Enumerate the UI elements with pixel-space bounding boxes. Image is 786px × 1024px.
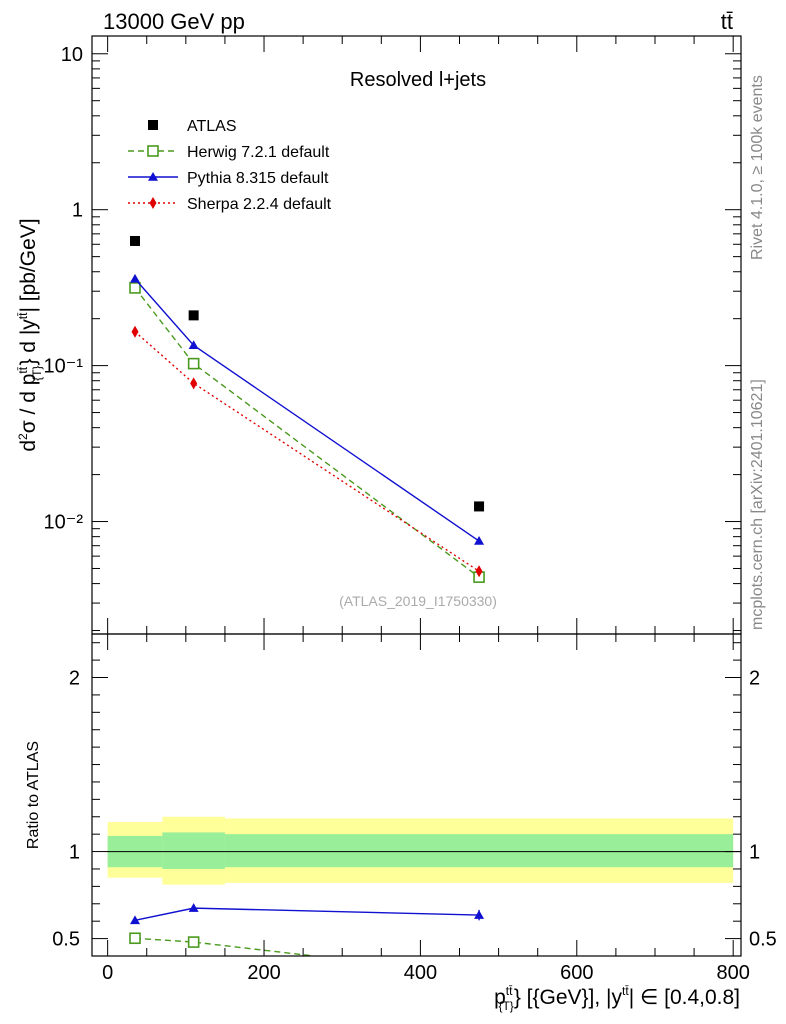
legend-label-pythia-8-315-default: Pythia 8.315 default (187, 170, 329, 187)
main-panel-title: Resolved l+jets (350, 69, 486, 91)
main-line-herwig-7-2-1-default (134, 287, 480, 578)
x-tick-label: 200 (247, 962, 280, 984)
main-y-tick-label: 10 (61, 44, 83, 66)
ratio-point-pythia-8-315-default (130, 915, 141, 925)
ratio-y-tick-label-left: 1 (69, 842, 80, 864)
ratio-series-group (129, 903, 485, 956)
main-series-atlas (130, 235, 485, 512)
main-point-sherpa-2-2-4-default (475, 565, 483, 578)
process-label: 13000 GeV pp (103, 9, 245, 34)
main-series-pythia-8-315-default (130, 273, 485, 545)
main-point-pythia-8-315-default (130, 273, 141, 283)
ratio-y-axis-label: Ratio to ATLAS (25, 741, 42, 849)
main-panel: 10 1 10⁻¹ 10⁻² Resolved l+jets (ATLAS_2019_… (16, 35, 742, 635)
main-line-sherpa-2-2-4-default (134, 331, 480, 572)
legend-marker-atlas (148, 120, 158, 130)
ratio-panel-frame (91, 633, 742, 957)
stat-uncertainty-band (224, 834, 734, 868)
ratio-line-pythia-8-315-default (134, 907, 480, 922)
legend-label-sherpa-2-2-4-default: Sherpa 2.2.4 default (187, 196, 332, 213)
legend-entry-herwig-7-2-1-default: Herwig 7.2.1 default (128, 144, 330, 161)
rivet-version-label: Rivet 4.1.0, ≥ 100k events (749, 75, 766, 260)
ratio-y-tick-label-left: 2 (69, 668, 80, 690)
legend-marker-pythia-8-315-default (148, 172, 158, 181)
x-tick-label: 800 (716, 962, 749, 984)
main-point-pythia-8-315-default (474, 536, 485, 545)
x-tick-label: 0 (102, 962, 113, 984)
mcplots-label: mcplots.cern.ch [arXiv:2401.10621] (749, 379, 766, 630)
ratio-series-pythia-8-315-default (130, 903, 485, 925)
legend-entry-sherpa-2-2-4-default: Sherpa 2.2.4 default (128, 196, 332, 213)
main-point-sherpa-2-2-4-default (190, 377, 198, 390)
main-series-herwig-7-2-1-default (129, 282, 485, 583)
main-point-atlas (130, 235, 141, 246)
ratio-y-tick-label-right: 0.5 (749, 929, 777, 951)
ratio-y-tick-label-left: 0.5 (52, 929, 80, 951)
legend-entry-pythia-8-315-default: Pythia 8.315 default (128, 170, 329, 187)
ratio-panel: 0.5 0.5 1 1 2 2 0 200 400 600 800 Ratio to ATLAS p… (25, 633, 777, 1013)
main-series-sherpa-2-2-4-default (131, 325, 483, 578)
ratio-series-herwig-7-2-1-default (129, 932, 320, 956)
legend-marker-herwig-7-2-1-default (147, 145, 159, 157)
legend-label-atlas: ATLAS (187, 118, 237, 135)
legend-label-herwig-7-2-1-default: Herwig 7.2.1 default (187, 144, 330, 161)
stat-uncertainty-band (162, 832, 225, 869)
main-point-herwig-7-2-1-default (187, 357, 200, 370)
channel-label: tt̄ (721, 9, 733, 34)
main-point-atlas (474, 501, 485, 512)
x-tick-label: 400 (404, 962, 437, 984)
main-point-sherpa-2-2-4-default (131, 325, 139, 338)
main-line-pythia-8-315-default (134, 278, 480, 542)
analysis-id-label: (ATLAS_2019_I1750330) (339, 593, 497, 609)
main-point-pythia-8-315-default (188, 340, 199, 350)
ratio-point-herwig-7-2-1-default (129, 932, 141, 945)
ratio-point-herwig-7-2-1-default (187, 936, 200, 948)
main-point-atlas (188, 310, 199, 321)
legend: ATLAS Herwig 7.2.1 default Pythia 8.315 de… (128, 118, 332, 213)
ratio-y-tick-label-right: 1 (749, 842, 760, 864)
x-axis-label: ptt̄ {T}} [{GeV}], |ytt̄| ∈ [0.4,0.8] (494, 984, 740, 1013)
legend-entry-atlas: ATLAS (148, 118, 237, 135)
ratio-point-pythia-8-315-default (188, 903, 199, 912)
ratio-y-tick-label-right: 2 (749, 668, 760, 690)
main-y-axis-label: d2σ / d ptt̄{T}} d |ytt̄| [pb/GeV] (16, 218, 44, 451)
main-point-herwig-7-2-1-default (129, 282, 141, 294)
main-y-tick-label: 10⁻² (44, 512, 84, 534)
x-tick-label: 600 (560, 962, 593, 984)
legend-marker-sherpa-2-2-4-default (149, 197, 157, 209)
main-y-tick-label: 1 (72, 200, 83, 222)
ratio-point-pythia-8-315-default (474, 910, 485, 919)
main-y-tick-label: 10⁻¹ (44, 356, 84, 378)
